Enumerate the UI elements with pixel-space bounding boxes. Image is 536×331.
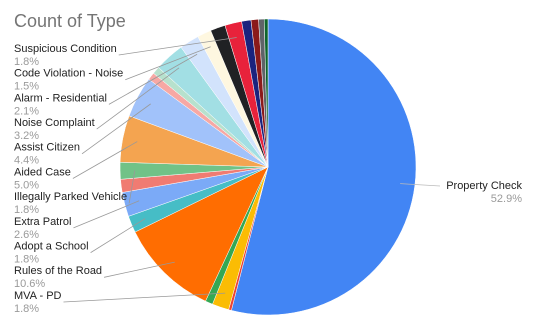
slice-value-label: 1.8% xyxy=(14,303,39,315)
slice-value-label: 1.5% xyxy=(14,81,39,93)
leader-line xyxy=(128,170,136,204)
chart-title: Count of Type xyxy=(14,11,126,31)
slice-label: Assist Citizen xyxy=(14,142,80,154)
slice-value-label: 5.0% xyxy=(14,179,39,191)
leader-line xyxy=(118,37,237,56)
slice-label: Code Violation - Noise xyxy=(14,68,123,80)
slice-label: Rules of the Road xyxy=(14,265,102,277)
leader-line xyxy=(90,218,146,253)
pie-slice xyxy=(134,166,269,302)
slice-value-label: 1.8% xyxy=(14,56,39,68)
pie-slice xyxy=(263,18,269,168)
leader-line xyxy=(96,67,180,130)
slice-label: Adopt a School xyxy=(14,241,89,253)
slice-label: Extra Patrol xyxy=(14,216,71,228)
slice-value-label: 2.1% xyxy=(14,105,39,117)
slice-value-label: 52.9% xyxy=(491,193,522,205)
leader-line xyxy=(108,53,198,105)
slice-label: Alarm - Residential xyxy=(14,92,107,104)
leader-line xyxy=(73,200,140,229)
leader-line xyxy=(125,46,211,81)
leader-line xyxy=(63,292,226,303)
slice-label: Noise Complaint xyxy=(14,117,95,129)
slice-label: Aided Case xyxy=(14,166,71,178)
slice-value-label: 1.8% xyxy=(14,254,39,266)
leader-line xyxy=(81,103,151,155)
slice-value-label: 3.2% xyxy=(14,130,39,142)
slice-value-label: 4.4% xyxy=(14,155,39,167)
pie-slice xyxy=(231,18,417,316)
slice-label: MVA - PD xyxy=(14,290,62,302)
slice-label: Illegally Parked Vehicle xyxy=(14,191,127,203)
leader-line xyxy=(400,183,441,187)
slice-label: Suspicious Condition xyxy=(14,43,117,55)
slice-value-label: 2.6% xyxy=(14,229,39,241)
leader-line xyxy=(72,141,138,179)
leader-line xyxy=(103,261,175,278)
slice-value-label: 10.6% xyxy=(14,278,45,290)
slice-value-label: 1.8% xyxy=(14,204,39,216)
slice-label: Property Check xyxy=(446,180,522,192)
